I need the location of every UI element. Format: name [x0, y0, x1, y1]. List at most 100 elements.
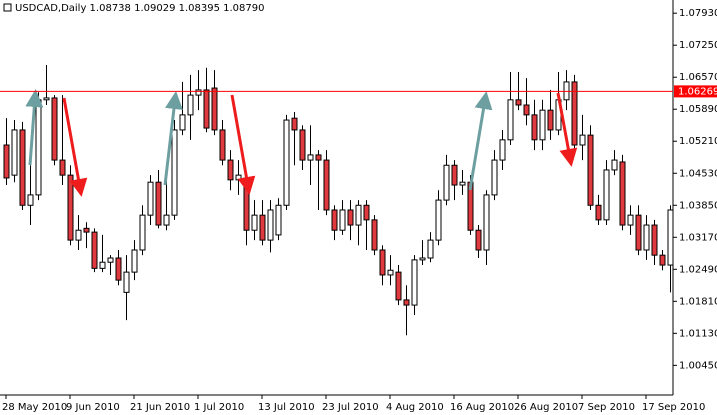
candle-body: [323, 159, 330, 211]
x-tick-label: 26 Aug 2010: [514, 402, 578, 413]
y-tick-label: 1.00450: [679, 360, 717, 371]
candle-body: [235, 174, 242, 181]
candle-body: [283, 119, 290, 206]
arrow-up: [25, 89, 44, 166]
candle-body: [179, 114, 186, 131]
candle-body: [611, 159, 618, 171]
candle-body: [51, 97, 58, 161]
candle-body: [99, 261, 106, 269]
y-tick-label: 1.07250: [679, 40, 717, 51]
candle-body: [651, 224, 658, 256]
candle-body: [531, 114, 538, 141]
candle-body: [643, 224, 650, 251]
candle-body: [659, 254, 666, 266]
x-tick-label: 17 Sep 2010: [642, 402, 705, 413]
candle-body: [363, 204, 370, 221]
x-tick-label: 23 Jul 2010: [322, 402, 379, 413]
candle-body: [107, 257, 114, 263]
y-tick-label: 1.03170: [679, 232, 717, 243]
candle-body: [475, 229, 482, 251]
y-tick-label: 1.07930: [679, 8, 717, 19]
candle-body: [603, 169, 610, 221]
candle-body: [579, 134, 586, 146]
candle-body: [11, 129, 18, 176]
x-tick-label: 4 Aug 2010: [386, 402, 444, 413]
candle-body: [427, 239, 434, 259]
candle-body: [259, 214, 266, 241]
candle-body: [187, 94, 194, 116]
candle-body: [35, 99, 42, 196]
candle-body: [411, 259, 418, 306]
candle-body: [139, 214, 146, 251]
candle-body: [67, 174, 74, 241]
candle-body: [27, 194, 34, 206]
candle-body: [563, 81, 570, 101]
y-tick-label: 1.05890: [679, 104, 717, 115]
candle-body: [435, 199, 442, 241]
y-tick-label: 1.03850: [679, 200, 717, 211]
candle-body: [195, 89, 202, 96]
candle-body: [211, 87, 218, 131]
candle-body: [483, 194, 490, 251]
candle-body: [499, 139, 506, 161]
candle-body: [123, 271, 130, 293]
candle-body: [627, 214, 634, 226]
x-tick-label: 1 Jul 2010: [194, 402, 244, 413]
candle-body: [571, 81, 578, 146]
candle-body: [275, 204, 282, 236]
candle-body: [227, 159, 234, 181]
candle-body: [667, 209, 674, 266]
candle-body: [595, 204, 602, 221]
candle-body: [587, 134, 594, 206]
level-label: 1.06269: [678, 86, 717, 97]
candle-body: [147, 181, 154, 216]
candle-body: [419, 257, 426, 261]
x-tick-label: 28 May 2010: [2, 402, 67, 413]
candle-body: [299, 129, 306, 161]
arrow-down: [62, 97, 88, 197]
arrow-down: [556, 92, 578, 167]
candle-body: [291, 117, 298, 131]
chart-title: USDCAD,Daily 1.08738 1.09029 1.08395 1.0…: [15, 3, 265, 14]
candle-body: [507, 99, 514, 141]
candle-body: [379, 249, 386, 276]
candle-body: [155, 181, 162, 226]
y-tick-label: 1.01810: [679, 296, 717, 307]
arrow-down: [230, 94, 256, 195]
x-tick-label: 21 Jun 2010: [130, 402, 190, 413]
y-tick-label: 1.02490: [679, 264, 717, 275]
candle-body: [347, 209, 354, 226]
candle-body: [635, 214, 642, 251]
x-tick-label: 16 Aug 2010: [450, 402, 514, 413]
y-tick-label: 1.05210: [679, 136, 717, 147]
y-tick-label: 1.01130: [679, 328, 717, 339]
candle-body: [539, 109, 546, 141]
candle-body: [115, 257, 122, 281]
annotations: [25, 89, 578, 197]
candle-body: [451, 164, 458, 186]
candle-body: [163, 214, 170, 226]
candle-body: [219, 129, 226, 161]
candle-body: [59, 159, 66, 176]
candle-body: [43, 97, 50, 101]
candle-body: [315, 154, 322, 161]
candle-body: [171, 129, 178, 216]
candle-body: [443, 164, 450, 201]
candle-body: [251, 214, 258, 231]
candle-body: [491, 159, 498, 196]
candle-body: [83, 227, 90, 233]
candle-body: [131, 249, 138, 273]
candle-body: [3, 144, 10, 179]
candle-body: [307, 154, 314, 161]
candle-body: [523, 104, 530, 116]
x-tick-label: 13 Jul 2010: [258, 402, 315, 413]
candle-body: [19, 129, 26, 206]
plot-area: [3, 64, 674, 336]
arrow-up: [163, 91, 183, 186]
candle-body: [267, 209, 274, 241]
candle-body: [331, 209, 338, 231]
x-tick-label: 9 Jun 2010: [66, 402, 120, 413]
candle-body: [403, 299, 410, 306]
candle-body: [459, 181, 466, 186]
